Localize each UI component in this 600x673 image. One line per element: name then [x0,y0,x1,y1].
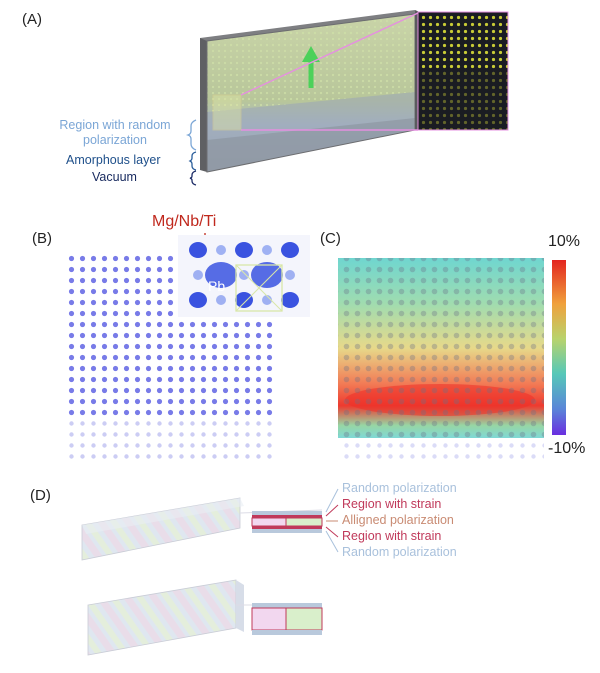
panel-d-layer-stack-top [251,511,323,533]
pb-atom-label: Pb [208,278,226,294]
legend-strain-top: Region with strain [342,497,442,511]
brace-vacuum [189,170,197,186]
legend-random-top: Random polarization [342,481,457,495]
amorphous-layer-label: Amorphous layer [66,153,161,167]
legend-random-bottom: Random polarization [342,545,457,559]
panel-a-slab [200,10,422,173]
zoom-region-box [212,94,242,131]
panel-a-stem-inset [417,11,509,131]
legend-arrows [325,488,339,553]
panel-a-label: (A) [22,11,42,28]
colorbar [552,260,566,435]
inset-title: Mg/Nb/Ti [152,213,217,230]
panel-b-label: (B) [32,230,52,247]
vacuum-label: Vacuum [92,170,137,184]
colorbar-max-label: 10% [548,233,581,250]
panel-b-inset [178,233,310,317]
panel-d-label: (D) [30,487,51,504]
panel-b-stem-image [64,255,276,465]
brace-amorphous [188,151,197,171]
panel-d-slab-bottom [87,579,252,656]
legend-strain-bottom: Region with strain [342,529,442,543]
region-random-label: Region with random polarization [59,118,171,147]
panel-d-layer-stack-bottom [251,603,323,635]
colorbar-min-label: -10% [548,440,586,457]
legend-aligned: Alligned polarization [342,513,454,527]
panel-c-strain-map [338,258,544,464]
brace-random [185,119,197,151]
panel-c-label: (C) [320,230,341,247]
